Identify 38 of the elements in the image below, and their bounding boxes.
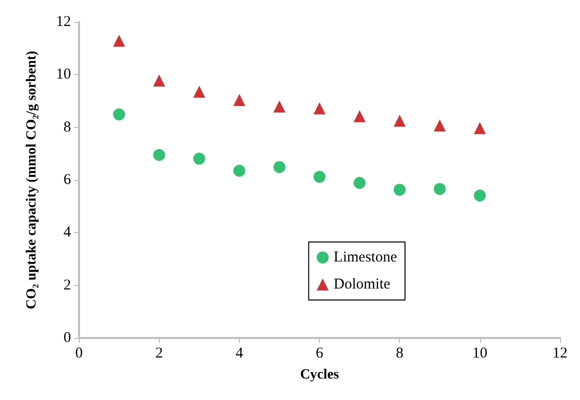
x-tick-label: 10 — [472, 346, 488, 362]
x-axis-title: Cycles — [300, 368, 340, 382]
x-tick-label: 4 — [236, 346, 244, 362]
y-tick-label: 2 — [64, 277, 71, 294]
point — [394, 114, 406, 127]
point — [233, 94, 246, 106]
point — [394, 184, 406, 196]
point — [193, 152, 206, 165]
point — [233, 164, 246, 177]
legend-label: Dolomite — [334, 276, 391, 292]
point — [113, 34, 126, 47]
point — [113, 108, 126, 120]
point — [153, 74, 166, 86]
x-tick-label: 2 — [155, 346, 163, 362]
x-tick-label: 12 — [552, 346, 568, 362]
point — [153, 148, 166, 161]
point — [314, 102, 326, 114]
point — [193, 86, 206, 98]
point — [273, 100, 286, 113]
point — [273, 161, 286, 174]
legend-label: Limestone — [334, 250, 398, 266]
point — [354, 110, 366, 122]
y-tick-label: 0 — [64, 330, 71, 346]
point — [474, 190, 486, 202]
y-tick-label: 12 — [56, 14, 71, 30]
x-tick-label: 8 — [396, 346, 404, 362]
point — [314, 170, 326, 183]
y-tick-label: 8 — [64, 119, 71, 136]
point — [474, 122, 486, 134]
y-axis-title: CO₂ uptake capacity (mmol CO₂/g sorbent) — [24, 50, 40, 310]
point — [434, 182, 446, 195]
y-tick-label: 6 — [64, 172, 72, 188]
point — [434, 119, 446, 132]
y-tick-label: 4 — [64, 224, 72, 241]
x-tick-label: 6 — [316, 346, 324, 362]
y-tick-label: 10 — [56, 66, 71, 83]
point — [354, 176, 366, 189]
x-tick-label: 0 — [75, 346, 83, 362]
